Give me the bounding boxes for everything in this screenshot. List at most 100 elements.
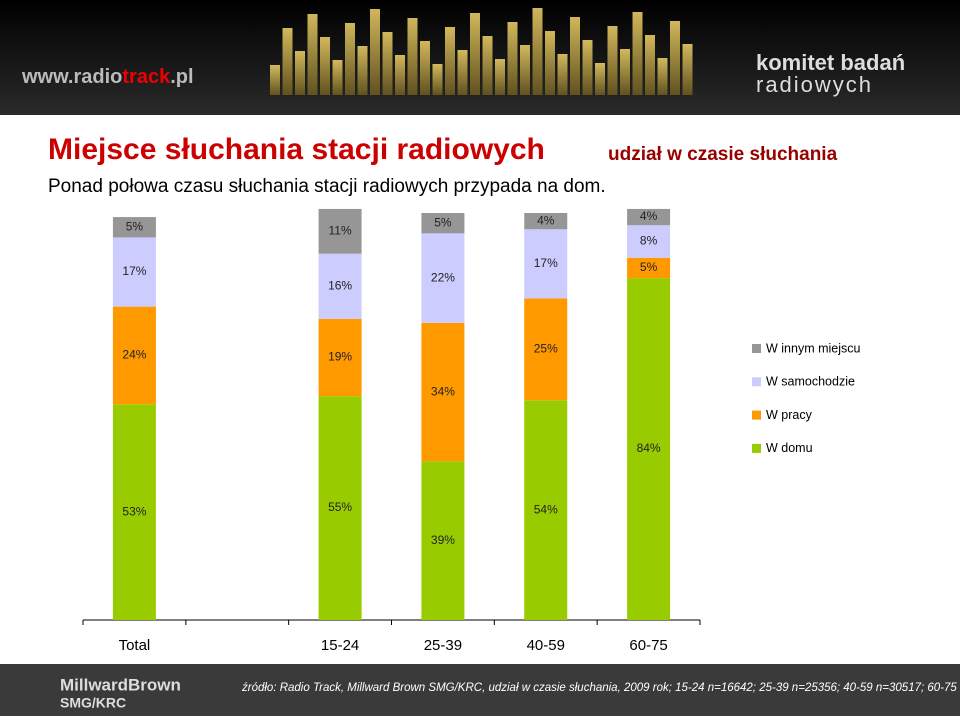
equalizer-bar (420, 41, 430, 95)
bar-segment (112, 217, 156, 238)
bar-segment (524, 400, 568, 620)
equalizer-bar (620, 49, 630, 95)
equalizer-bar (270, 65, 280, 95)
source-note: źródło: Radio Track, Millward Brown SMG/… (241, 682, 960, 694)
value-label: 24% (122, 348, 146, 362)
equalizer-bar (332, 60, 343, 95)
value-label: 5% (434, 215, 452, 229)
value-label: 34% (431, 384, 455, 398)
site-suffix: .pl (170, 66, 193, 88)
bar-segment (421, 213, 465, 234)
x-tick-label: Total (119, 637, 151, 654)
value-label: 16% (328, 278, 352, 292)
value-label: 4% (640, 209, 658, 223)
equalizer-bar (595, 63, 605, 95)
equalizer-bar (645, 35, 655, 95)
value-label: 84% (637, 441, 661, 455)
legend-label: W domu (766, 441, 813, 455)
value-label: 5% (640, 260, 658, 274)
value-label: 8% (640, 234, 658, 248)
x-tick-label: 25-39 (424, 637, 462, 654)
equalizer-bar (495, 59, 505, 95)
legend-swatch (752, 344, 761, 353)
bar-segment (318, 208, 362, 254)
equalizer-bar (582, 40, 593, 95)
equalizer-bar (357, 46, 368, 95)
equalizer-bar (470, 13, 480, 95)
equalizer-bar (570, 17, 580, 95)
value-label: 4% (537, 213, 555, 227)
site-text: www.radio (21, 66, 122, 88)
equalizer-bar (407, 18, 418, 95)
bar-segment (421, 233, 465, 323)
x-tick-label: 40-59 (527, 637, 565, 654)
legend-label: W samochodzie (766, 375, 855, 389)
equalizer-bar (520, 45, 530, 95)
bar-segment (627, 225, 671, 258)
bar-segment (112, 306, 156, 405)
bar-segment (524, 298, 568, 401)
value-label: 17% (122, 264, 146, 278)
chart-subtitle: Ponad połowa czasu słuchania stacji radi… (48, 176, 606, 197)
equalizer-bar (607, 26, 618, 95)
equalizer-bar (457, 50, 468, 95)
site-brand: track (122, 66, 171, 88)
legend-swatch (752, 377, 761, 387)
title-note: udział w czasie słuchania (608, 144, 838, 165)
legend-label: W pracy (766, 408, 813, 422)
equalizer-bar (657, 58, 668, 95)
x-tick-label: 60-75 (629, 637, 667, 654)
equalizer-bar (370, 9, 380, 95)
equalizer-bar (307, 14, 318, 95)
bar-segment (524, 229, 568, 299)
equalizer-bar (557, 54, 568, 95)
equalizer-bar (295, 51, 305, 95)
bar-segment (524, 213, 568, 230)
equalizer-bar (670, 21, 680, 95)
value-label: 55% (328, 500, 352, 514)
equalizer-bar (345, 23, 355, 95)
legend-label: W innym miejscu (766, 341, 861, 355)
equalizer-bar (507, 22, 518, 95)
equalizer-bar (632, 12, 643, 95)
bar-segment (627, 257, 671, 279)
org-logo-bottom: radiowych (756, 72, 873, 97)
equalizer-bar (545, 31, 555, 95)
equalizer-bar (682, 44, 693, 95)
value-label: 5% (126, 219, 144, 233)
bar-segment (318, 318, 362, 397)
equalizer-bar (482, 36, 493, 95)
value-label: 19% (328, 350, 352, 364)
org-logo-top: komitet badań (756, 50, 905, 75)
bar-segment (318, 396, 362, 620)
value-label: 17% (534, 256, 558, 270)
equalizer-bar (445, 27, 455, 95)
value-label: 39% (431, 533, 455, 547)
value-label: 22% (431, 270, 455, 284)
value-label: 54% (534, 502, 558, 516)
site-logo: www.radiotrack.pl (21, 66, 194, 88)
footer-band (0, 664, 960, 716)
footer-logo-bottom: SMG/KRC (60, 695, 126, 711)
footer-logo-top: MillwardBrown (60, 675, 181, 694)
chart-title: Miejsce słuchania stacji radiowych (48, 133, 545, 166)
legend-swatch (752, 410, 761, 420)
equalizer-bar (320, 37, 330, 95)
legend-swatch (752, 443, 761, 453)
bar-segment (112, 237, 156, 307)
equalizer-bar (432, 64, 443, 95)
equalizer-bar (395, 55, 405, 95)
value-label: 53% (122, 504, 146, 518)
x-tick-label: 15-24 (321, 637, 359, 654)
equalizer-decoration (270, 8, 693, 95)
bar-segment (318, 253, 362, 319)
bar-segment (421, 322, 465, 462)
equalizer-bar (282, 28, 293, 95)
equalizer-bar (532, 8, 543, 95)
bar-segment (421, 461, 465, 620)
bar-segment (627, 278, 671, 620)
equalizer-bar (382, 32, 393, 95)
bar-segment (627, 208, 671, 226)
